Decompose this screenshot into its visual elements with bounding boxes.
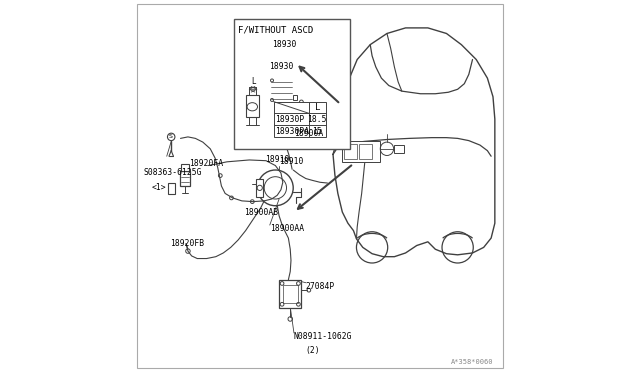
Bar [283, 285, 298, 303]
Bar [359, 144, 372, 159]
Text: 18.5: 18.5 [307, 115, 327, 124]
Text: 18910: 18910 [265, 155, 289, 164]
Text: 18930P: 18930P [275, 115, 305, 124]
Bar [279, 280, 301, 308]
Text: 15: 15 [312, 126, 322, 135]
Text: 18930: 18930 [273, 40, 297, 49]
Text: F/WITHOUT ASCD: F/WITHOUT ASCD [238, 25, 314, 34]
Text: 18900A: 18900A [294, 129, 323, 138]
Text: S08363-6125G: S08363-6125G [143, 169, 202, 177]
Text: 18930: 18930 [269, 62, 293, 71]
Text: L: L [251, 77, 256, 86]
Bar [293, 95, 297, 100]
Text: <1>: <1> [152, 183, 166, 192]
Bar [342, 141, 380, 162]
Bar [181, 164, 189, 171]
Text: 18920FA: 18920FA [189, 159, 223, 168]
Text: 18910: 18910 [279, 157, 303, 166]
Bar [344, 144, 357, 159]
Bar [394, 145, 404, 153]
Text: 18930PA: 18930PA [275, 126, 310, 135]
Text: A*358*0060: A*358*0060 [451, 359, 493, 365]
Bar [234, 19, 349, 149]
Bar [269, 76, 293, 104]
Text: L: L [314, 103, 320, 112]
Bar [256, 179, 264, 197]
Bar [273, 102, 326, 137]
Text: 18920FB: 18920FB [170, 239, 205, 248]
Bar [180, 171, 190, 186]
Text: N08911-1062G: N08911-1062G [294, 332, 353, 341]
Text: S: S [168, 134, 172, 140]
Text: (2): (2) [305, 346, 320, 355]
Bar [246, 95, 259, 117]
Text: 18900AB: 18900AB [244, 208, 278, 217]
Text: 27084P: 27084P [306, 282, 335, 291]
Text: 18900AA: 18900AA [270, 224, 304, 233]
Bar [168, 183, 175, 194]
